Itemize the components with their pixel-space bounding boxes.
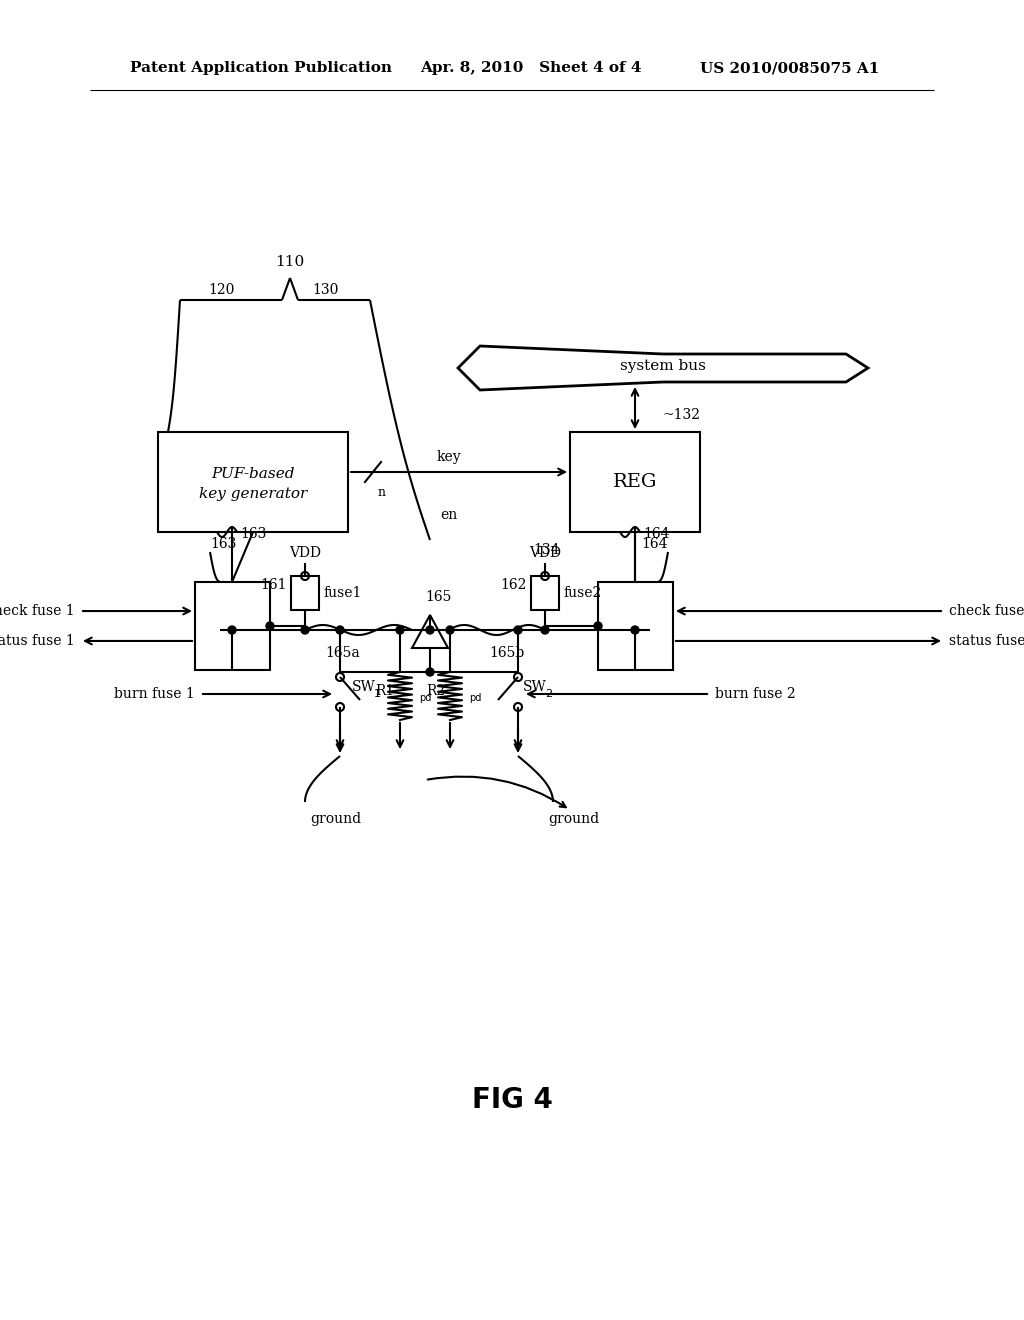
Text: SW: SW bbox=[523, 680, 547, 694]
Text: fuse1: fuse1 bbox=[323, 586, 361, 601]
Text: ground: ground bbox=[310, 812, 361, 826]
Circle shape bbox=[426, 668, 434, 676]
Text: 161: 161 bbox=[260, 578, 287, 591]
Text: SW: SW bbox=[352, 680, 376, 694]
Text: 165a: 165a bbox=[325, 645, 359, 660]
Text: 163: 163 bbox=[240, 527, 266, 541]
Bar bbox=[570, 432, 700, 532]
Text: check fuse 2: check fuse 2 bbox=[949, 605, 1024, 618]
Text: burn fuse 1: burn fuse 1 bbox=[115, 686, 195, 701]
Circle shape bbox=[446, 626, 454, 634]
Text: fuse2: fuse2 bbox=[563, 586, 601, 601]
Circle shape bbox=[426, 626, 434, 634]
Text: check fuse 1: check fuse 1 bbox=[0, 605, 75, 618]
Text: VDD: VDD bbox=[529, 546, 561, 560]
Circle shape bbox=[514, 626, 522, 634]
Circle shape bbox=[336, 626, 344, 634]
Text: 134: 134 bbox=[534, 543, 560, 557]
Text: ~132: ~132 bbox=[663, 408, 701, 422]
Text: pd: pd bbox=[419, 693, 431, 704]
Text: burn fuse 2: burn fuse 2 bbox=[715, 686, 796, 701]
Text: en: en bbox=[440, 508, 458, 521]
Text: R2: R2 bbox=[426, 684, 445, 698]
Text: key generator: key generator bbox=[199, 487, 307, 502]
Text: 165: 165 bbox=[425, 590, 452, 605]
Text: status fuse 2: status fuse 2 bbox=[949, 634, 1024, 648]
Bar bbox=[291, 576, 319, 610]
Circle shape bbox=[631, 626, 639, 634]
Text: PUF-based: PUF-based bbox=[211, 467, 295, 480]
Circle shape bbox=[541, 626, 549, 634]
Bar bbox=[158, 432, 348, 532]
Circle shape bbox=[396, 626, 404, 634]
Text: status fuse 1: status fuse 1 bbox=[0, 634, 75, 648]
Text: Patent Application Publication: Patent Application Publication bbox=[130, 61, 392, 75]
Text: 110: 110 bbox=[275, 255, 304, 269]
Text: REG: REG bbox=[612, 473, 657, 491]
Text: 164: 164 bbox=[643, 527, 670, 541]
Circle shape bbox=[301, 626, 309, 634]
Bar bbox=[598, 582, 673, 671]
Text: n: n bbox=[378, 486, 386, 499]
Text: ground: ground bbox=[548, 812, 599, 826]
Circle shape bbox=[266, 622, 274, 630]
Text: 2: 2 bbox=[545, 689, 552, 700]
Text: US 2010/0085075 A1: US 2010/0085075 A1 bbox=[700, 61, 880, 75]
Text: 165b: 165b bbox=[489, 645, 525, 660]
Bar bbox=[531, 576, 559, 610]
Circle shape bbox=[228, 626, 236, 634]
Text: FIG 4: FIG 4 bbox=[472, 1086, 552, 1114]
Text: VDD: VDD bbox=[289, 546, 321, 560]
Text: R1: R1 bbox=[376, 684, 395, 698]
Text: pd: pd bbox=[469, 693, 481, 704]
Text: Apr. 8, 2010   Sheet 4 of 4: Apr. 8, 2010 Sheet 4 of 4 bbox=[420, 61, 641, 75]
Text: 163: 163 bbox=[210, 537, 237, 550]
Text: 1: 1 bbox=[374, 689, 381, 700]
Text: 130: 130 bbox=[312, 282, 338, 297]
Circle shape bbox=[594, 622, 602, 630]
Bar bbox=[195, 582, 270, 671]
Text: system bus: system bus bbox=[621, 359, 706, 374]
Text: 120: 120 bbox=[209, 282, 236, 297]
Text: key: key bbox=[436, 450, 462, 465]
Text: 162: 162 bbox=[501, 578, 527, 591]
Text: 164: 164 bbox=[641, 537, 668, 550]
